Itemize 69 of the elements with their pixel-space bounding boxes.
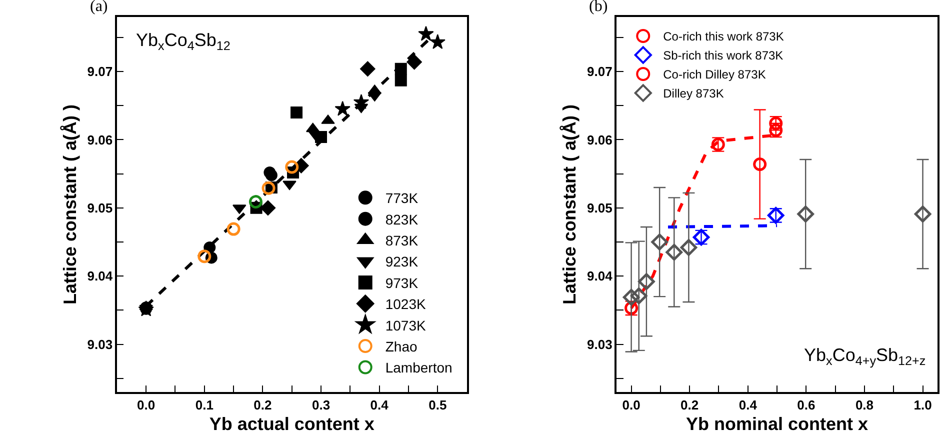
legend-label: 1023K bbox=[385, 296, 426, 312]
x-tick-label: 0.0 bbox=[137, 397, 156, 412]
annotation: Yb$_{x}$Co$_{4}$Sb$_{12}$ bbox=[136, 30, 230, 53]
point bbox=[622, 288, 640, 306]
y-tick-label: 9.04 bbox=[87, 268, 114, 284]
point bbox=[651, 234, 668, 250]
point bbox=[430, 34, 446, 49]
x-tick-label: 1.0 bbox=[914, 397, 932, 412]
point bbox=[262, 181, 276, 195]
point bbox=[797, 206, 814, 222]
legend-label: Sb-rich this work 873K bbox=[663, 48, 784, 63]
legend-label: 823K bbox=[385, 211, 419, 228]
point bbox=[198, 250, 212, 264]
x-tick-label: 0.3 bbox=[312, 397, 330, 412]
text: (b) bbox=[589, 0, 608, 15]
legend-label: 773K bbox=[385, 190, 419, 206]
y-tick-label: 9.04 bbox=[587, 268, 614, 284]
x-tick-label: 0.4 bbox=[370, 397, 390, 412]
x-tick-label: 0.5 bbox=[428, 397, 447, 412]
point bbox=[264, 166, 276, 178]
point bbox=[360, 61, 376, 76]
point bbox=[226, 222, 240, 236]
x-tick-label: 0.0 bbox=[622, 397, 640, 412]
y-tick-label: 9.06 bbox=[587, 132, 612, 148]
point bbox=[394, 74, 407, 86]
legend-label: 973K bbox=[385, 274, 419, 291]
x-tick-label: 0.8 bbox=[855, 397, 874, 412]
x-axis-title: Yb actual content x bbox=[209, 414, 374, 434]
legend-label: Co-rich this work 873K bbox=[663, 30, 784, 44]
point bbox=[406, 54, 422, 70]
legend-label: Co-rich Dilley 873K bbox=[663, 68, 766, 82]
x-tick-label: 0.2 bbox=[254, 397, 272, 412]
point bbox=[353, 94, 370, 109]
point bbox=[914, 206, 932, 222]
y-axis-title: Lattice constant ( a(Å) ) bbox=[560, 104, 580, 305]
legend-label: 923K bbox=[385, 254, 419, 270]
x-tick-label: 0.4 bbox=[738, 397, 758, 412]
point bbox=[290, 106, 303, 118]
y-axis-title: Lattice constant ( a(Å) ) bbox=[60, 104, 80, 305]
y-tick-label: 9.03 bbox=[587, 336, 612, 352]
legend-label: 1073K bbox=[385, 317, 426, 334]
point bbox=[418, 26, 434, 41]
legend-label: Lamberton bbox=[385, 360, 452, 376]
point bbox=[315, 131, 328, 144]
legend-label: Dilley 873K bbox=[663, 86, 724, 101]
y-tick-label: 9.05 bbox=[587, 200, 612, 216]
y-tick-label: 9.07 bbox=[87, 64, 113, 80]
legend-label: 873K bbox=[385, 232, 419, 248]
point bbox=[334, 100, 350, 116]
point bbox=[680, 239, 698, 256]
x-tick-label: 0.2 bbox=[680, 397, 699, 412]
point bbox=[248, 195, 262, 209]
y-tick-label: 9.07 bbox=[587, 64, 612, 80]
point bbox=[753, 158, 767, 172]
point bbox=[630, 287, 648, 304]
y-tick-label: 9.06 bbox=[87, 132, 113, 148]
x-tick-label: 0.6 bbox=[797, 397, 816, 412]
point bbox=[394, 62, 407, 75]
x-axis-title: Yb nominal content x bbox=[686, 414, 868, 434]
point bbox=[260, 200, 276, 216]
point bbox=[285, 160, 299, 174]
y-tick-label: 9.03 bbox=[87, 336, 113, 352]
legend-label: Zhao bbox=[385, 338, 418, 354]
point bbox=[666, 244, 683, 261]
y-tick-label: 9.05 bbox=[87, 200, 113, 216]
text: (a) bbox=[90, 0, 108, 15]
point bbox=[638, 273, 655, 290]
x-tick-label: 0.1 bbox=[195, 397, 214, 412]
annotation: Yb$_{x}$Co$_{4+y}$Sb$_{12+z}$ bbox=[804, 345, 926, 368]
